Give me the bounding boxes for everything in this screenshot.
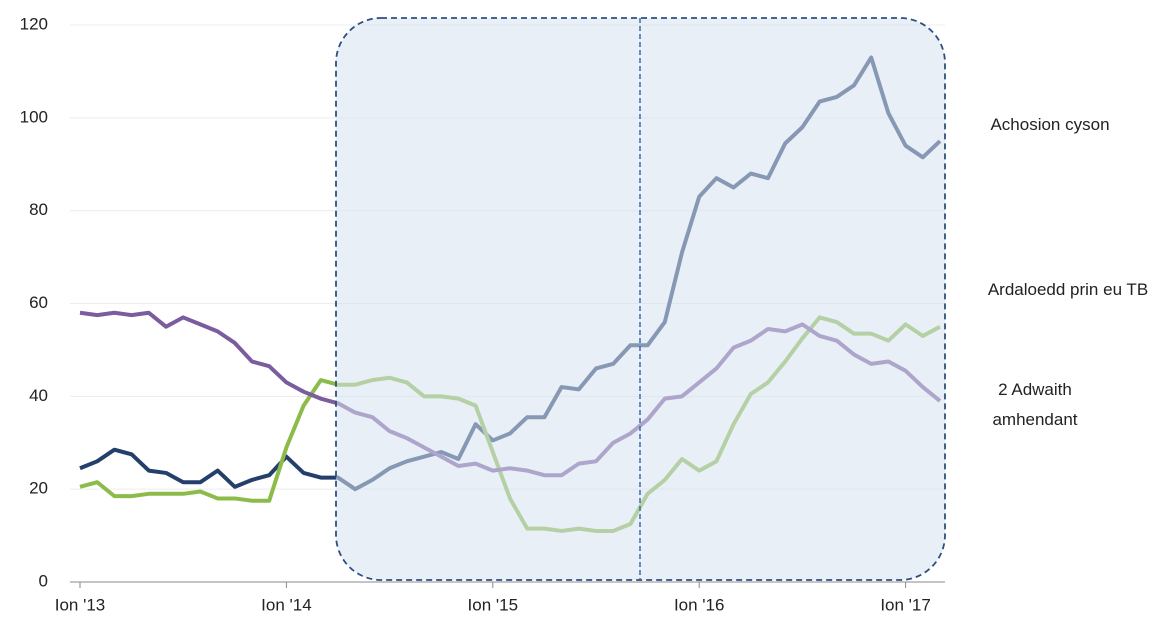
x-tick-label: Ion '17 <box>880 595 931 614</box>
x-tick-label: Ion '15 <box>468 595 519 614</box>
x-tick-label: Ion '13 <box>55 595 106 614</box>
x-tick-label: Ion '16 <box>674 595 725 614</box>
y-tick-label: 40 <box>29 386 48 405</box>
y-tick-label: 0 <box>39 571 48 590</box>
axes: 0 20 40 60 80 100 120 Ion '13 Ion '14 Ion '15 Ion … <box>20 14 945 614</box>
series-label: Achosion cyson <box>990 115 1110 134</box>
y-tick-label: 100 <box>20 107 48 126</box>
y-tick-label: 120 <box>20 14 48 33</box>
series-label: 2 Adwaith amhendant <box>992 380 1078 429</box>
x-tick-label: Ion '14 <box>261 595 312 614</box>
y-tick-label: 20 <box>29 479 48 498</box>
series-label: Ardaloedd prin eu TB <box>987 280 1149 299</box>
y-tick-label: 60 <box>29 293 48 312</box>
y-tick-label: 80 <box>29 200 48 219</box>
